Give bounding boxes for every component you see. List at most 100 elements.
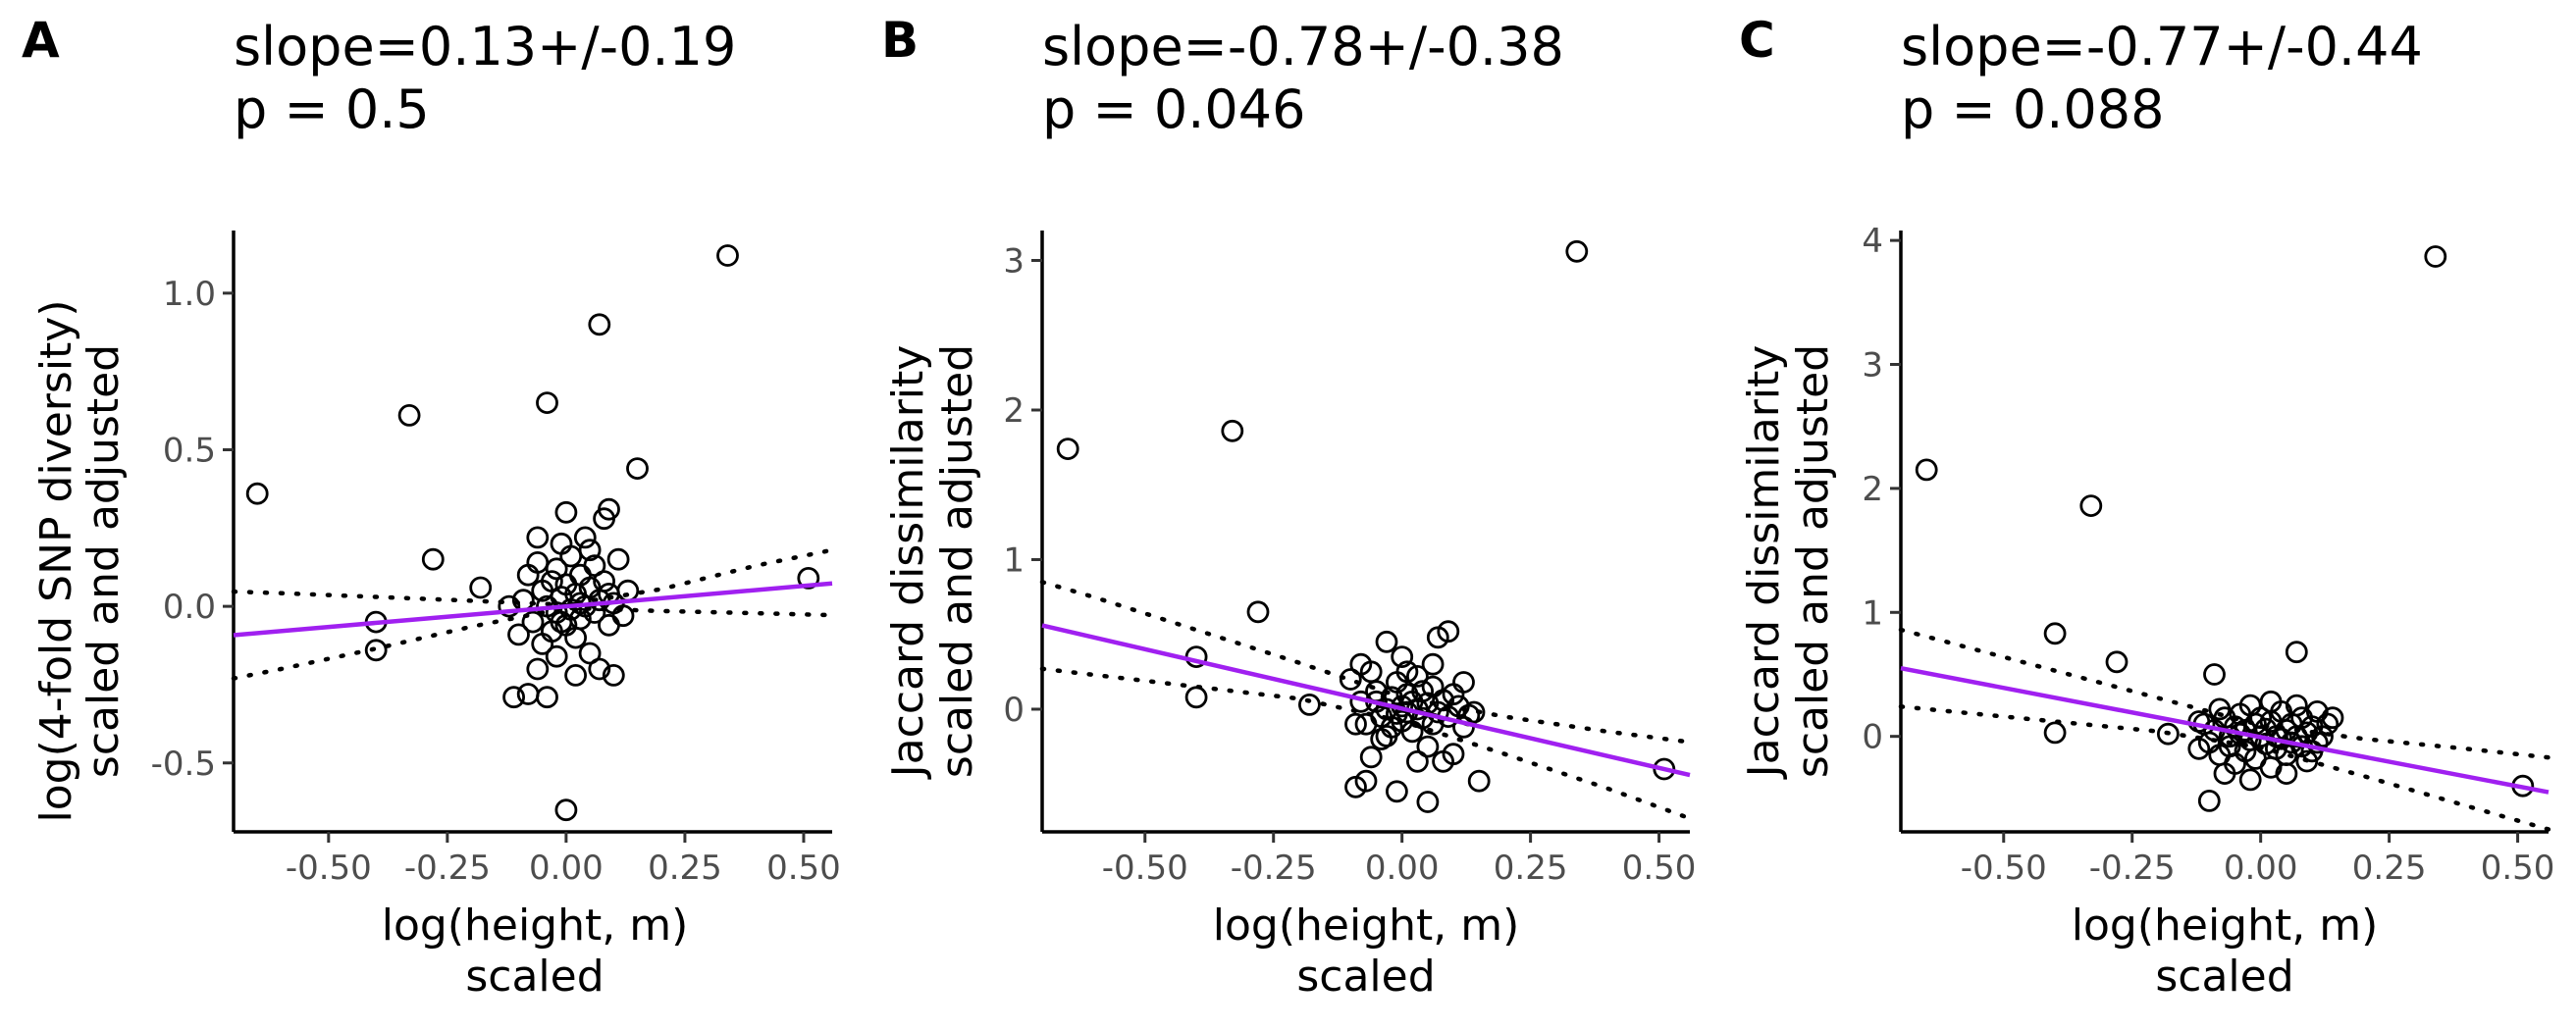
panel-c-y-tick-label: 4 [1862,222,1883,261]
panel-a-data-point [578,642,602,665]
panel-b-y-tick-label: 1 [1003,541,1025,580]
panel-a-ylabel-line-2: scaled and adjusted [79,344,129,778]
panel-c-data-point [2203,663,2226,686]
panel-c: C slope=-0.77+/-0.44 p = 0.088 Jaccard d… [1739,12,2554,1002]
panel-c-data-point [2275,762,2298,785]
panel-b-data-point [1426,700,1449,724]
panel-c-title-line-1: slope=-0.77+/-0.44 [1901,16,2423,77]
panel-a-title-line-1: slope=0.13+/-0.19 [234,16,736,77]
panel-a-xlabel-line-1: log(height, m) [382,901,689,951]
panel-c-x-tick-label: 0.50 [2481,849,2555,888]
panel-b-regression-line [1041,623,1691,778]
panel-a-data-point [397,403,421,427]
panel-a-data-point [554,500,578,524]
panel-a-ci-lower [231,605,835,681]
panel-a-data-point [526,657,550,681]
panel-a-data-point [469,576,493,599]
panel-b-data-point [1406,665,1429,688]
panel-b-data-point [1411,680,1434,703]
panel-b-y-tick-label: 0 [1003,691,1025,730]
panel-a-data-point [502,686,525,709]
panel-a-x-tick-label: 0.00 [529,849,604,888]
panel-a: A slope=0.13+/-0.19 p = 0.5 log(4-fold S… [22,12,841,1002]
panel-a-data-point [498,594,521,618]
panel-b-data-point [1056,438,1079,461]
panel-c-data-point [2305,731,2329,754]
panel-a-x-tick-label: -0.25 [404,849,491,888]
panel-b-data-point [1246,600,1270,624]
panel-a-data-point [593,570,615,592]
panel-c-data-point [2285,694,2308,717]
panel-b-data-point [1421,652,1445,676]
panel-a-data-point [626,457,649,481]
panel-c-data-point [2197,790,2221,812]
panel-c-regression-line [1900,665,2550,795]
panel-b-data-point [1467,769,1491,793]
panel-a-plot-area: -0.50 -0.25 0.00 0.25 0.50 -0.5 0.0 0.5 1.0 [151,231,841,888]
panel-a-data-point [797,567,820,590]
panel-b-x-tick-label: 0.25 [1494,849,1568,888]
panel-label-b: B [881,12,919,69]
panel-c-data-point [2249,706,2273,730]
panel-c-ylabel-line-2: scaled and adjusted [1788,344,1838,778]
panel-a-y-tick-label: 1.0 [163,275,216,314]
panel-c-data-point [2105,650,2129,674]
panel-a-data-point [364,639,388,662]
panel-a-y-tick-label: 0.0 [163,588,216,627]
panel-b-data-point [1386,780,1408,803]
panel-c-x-tick-label: -0.25 [2089,849,2176,888]
panel-b-title-line-2: p = 0.046 [1042,78,1305,140]
panel-a-xlabel-line-2: scaled [465,952,604,1002]
panel-a-data-point [588,657,611,681]
panel-c-data-point [2259,690,2283,713]
panel-c-x-tick-label: -0.50 [1961,849,2047,888]
panel-b-plot-area: -0.50 -0.25 0.00 0.25 0.50 0 1 2 3 [1003,231,1696,888]
panel-b-data-point [1406,749,1429,773]
panel-b-x-tick-label: -0.50 [1102,849,1188,888]
panel-b-data-point [1339,668,1362,691]
panel-a-data-point [507,623,530,646]
panel-c-data-point [2311,725,2334,748]
panel-c-data-point [2321,706,2344,730]
panel-b-data-point [1565,239,1589,263]
panel-a-data-point [545,557,568,581]
panel-c-xlabel-line-1: log(height, m) [2072,901,2379,951]
panel-a-data-point [616,579,640,602]
panel-c-data-point [2043,721,2067,745]
panel-c-data-point [2424,245,2447,268]
panel-b-data-point [1375,630,1398,653]
panel-b-y-tick-label: 2 [1003,391,1025,431]
panel-c-y-tick-label: 1 [1862,593,1883,633]
panel-a-data-point [588,313,611,336]
panel-b-data-point [1391,645,1414,668]
panel-b-data-point [1416,791,1440,813]
panel-c-data-point [2238,768,2262,792]
panel-b-data-point [1462,700,1486,724]
panel-c-y-tick-label: 3 [1862,346,1883,386]
panel-a-data-point [526,526,550,549]
panel-b-ylabel-line-1: Jaccard dissimilarity [883,345,933,781]
panel-b-ci-upper [1039,580,1693,745]
panel-b-x-tick-label: 0.50 [1622,849,1697,888]
panel-c-data-point [2208,697,2232,721]
panel-a-data-point [578,539,602,562]
panel-c-data-point [1915,458,1938,482]
panel-a-y-tick-label: -0.5 [151,745,216,784]
panel-c-title-line-2: p = 0.088 [1901,78,2164,140]
panel-a-data-point [536,391,558,415]
panel-a-regression-line [233,581,833,638]
panel-a-data-point [573,526,597,549]
panel-b-ylabel-line-2: scaled and adjusted [932,344,982,778]
panel-a-x-tick-label: 0.25 [648,849,722,888]
panel-a-data-point [598,613,620,637]
panel-a-data-point [583,554,606,577]
panel-c-ylabel-line-1: Jaccard dissimilarity [1739,345,1789,781]
panel-a-ci-upper [231,547,835,607]
panel-c-y-tick-label: 0 [1862,718,1883,757]
panel-a-x-tick-label: 0.50 [766,849,841,888]
panel-c-x-tick-label: 0.00 [2224,849,2298,888]
panel-b-data-point [1437,620,1460,644]
panel-b-data-point [1416,735,1440,758]
panel-b-data-point [1375,725,1398,747]
